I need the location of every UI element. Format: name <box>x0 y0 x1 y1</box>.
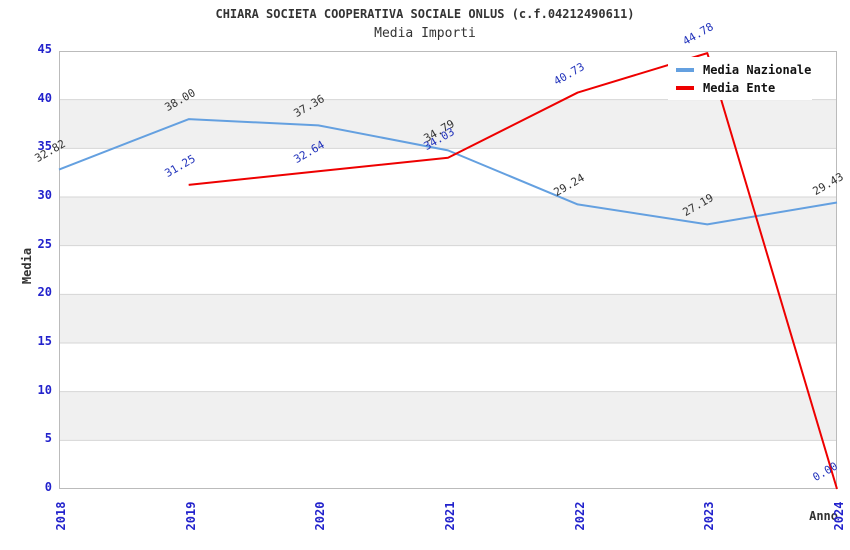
y-tick-label: 20 <box>37 285 52 300</box>
legend-label: Media Ente <box>703 81 776 95</box>
plot-band <box>59 245 837 295</box>
point-label: 32.64 <box>291 138 328 167</box>
legend-item-media-ente: Media Ente <box>668 79 812 97</box>
legend-swatch-media-nazionale <box>676 68 694 72</box>
plot-band <box>59 343 837 392</box>
legend-item-media-nazionale: Media Nazionale <box>668 61 812 79</box>
plot-band <box>59 148 837 197</box>
series-line-media-nazionale <box>58 118 838 226</box>
legend-label: Media Nazionale <box>703 63 812 77</box>
point-label: 27.19 <box>680 191 717 220</box>
plot-band <box>59 440 837 489</box>
point-label: 31.25 <box>162 152 198 180</box>
plot-band <box>59 294 837 343</box>
plot-band <box>59 99 837 149</box>
point-label: 38.00 <box>162 86 198 115</box>
legend: Media Nazionale Media Ente <box>668 57 812 100</box>
y-tick-label: 45 <box>37 42 52 56</box>
series-line-media-ente <box>188 52 838 490</box>
point-label: 29.43 <box>810 169 846 198</box>
y-tick-label: 15 <box>37 334 52 348</box>
x-axis-title: Anno <box>809 509 838 523</box>
point-label: 40.73 <box>551 59 587 88</box>
y-tick-label: 30 <box>37 188 52 202</box>
chart-title: CHIARA SOCIETA COOPERATIVA SOCIALE ONLUS… <box>215 7 635 21</box>
y-tick-label: 40 <box>37 90 52 105</box>
y-tick-label: 35 <box>37 139 52 154</box>
y-tick-label: 10 <box>37 382 52 397</box>
plot-band <box>59 391 837 441</box>
plot-band <box>59 197 837 246</box>
legend-swatch-media-ente <box>676 86 694 90</box>
point-label: 0.00 <box>810 459 840 484</box>
chart-subtitle: Media Importi <box>374 26 476 41</box>
y-tick-label: 5 <box>44 431 52 446</box>
plot-border <box>59 51 837 489</box>
point-label: 44.78 <box>680 20 717 49</box>
point-label: 32.82 <box>32 136 68 165</box>
y-tick-label: 25 <box>37 236 52 251</box>
point-label: 29.24 <box>551 171 587 200</box>
point-label: 37.36 <box>291 92 328 121</box>
y-tick-label: 0 <box>44 480 52 494</box>
